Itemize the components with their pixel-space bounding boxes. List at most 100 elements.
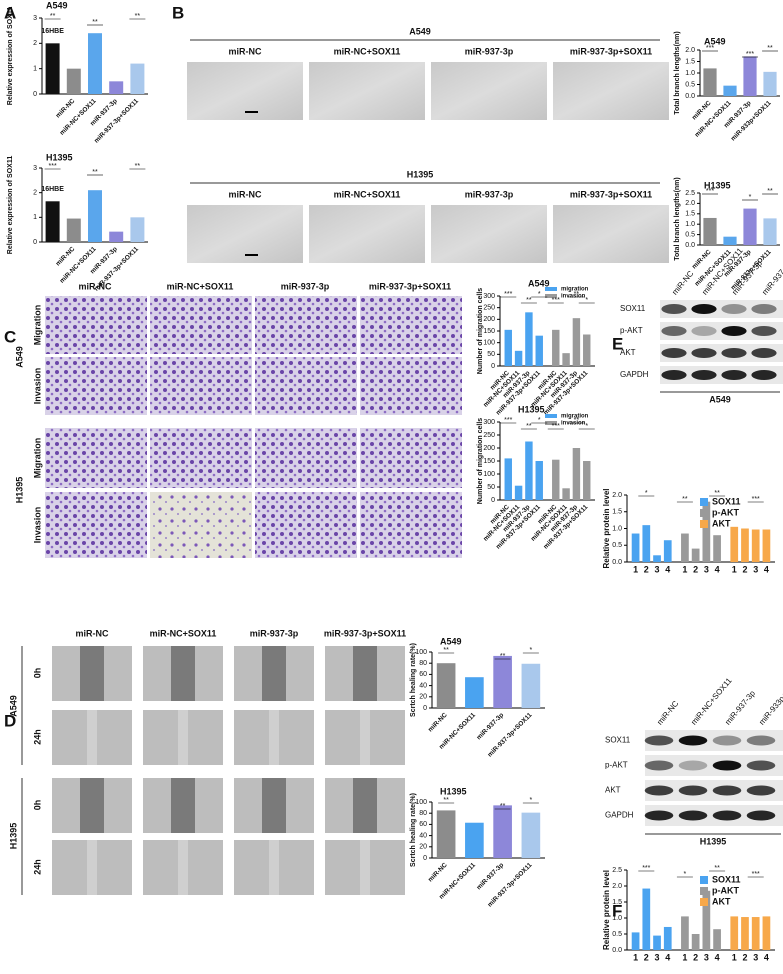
legend-swatch bbox=[545, 287, 557, 291]
protein-label: AKT bbox=[605, 786, 621, 795]
y-tick-label: 20 bbox=[419, 844, 427, 851]
bar bbox=[751, 917, 760, 950]
protein-label: SOX11 bbox=[620, 304, 646, 313]
blot-band bbox=[691, 348, 717, 358]
transwell-image bbox=[360, 492, 462, 558]
significance: * bbox=[530, 647, 533, 654]
significance: * bbox=[645, 490, 648, 497]
bar bbox=[493, 655, 512, 708]
column-label: miR-937-3p+SOX11 bbox=[369, 281, 451, 291]
bar bbox=[743, 56, 757, 96]
blot-band bbox=[721, 370, 747, 380]
significance: * bbox=[585, 297, 588, 304]
tube-image bbox=[431, 62, 547, 120]
column-label: miR-NC bbox=[76, 628, 109, 638]
bar bbox=[436, 810, 456, 858]
x-tick-label: miR-937-3p bbox=[476, 712, 506, 742]
transwell-image bbox=[255, 492, 357, 558]
blot-band bbox=[678, 760, 708, 771]
transwell-image bbox=[150, 492, 252, 558]
y-tick-label: 60 bbox=[419, 821, 427, 828]
chart-title: A549 bbox=[704, 36, 726, 46]
bar bbox=[642, 888, 651, 950]
wound-gap bbox=[178, 710, 188, 765]
bar bbox=[562, 488, 570, 500]
x-tick-label: 3 bbox=[753, 564, 758, 574]
bar bbox=[504, 329, 512, 366]
y-tick-label: 2.0 bbox=[685, 200, 695, 207]
blot-band bbox=[644, 785, 674, 796]
bar bbox=[45, 43, 60, 94]
protein-label: p-AKT bbox=[620, 326, 643, 335]
legend-swatch bbox=[700, 887, 708, 895]
significance: *** bbox=[752, 871, 760, 878]
legend-swatch bbox=[545, 294, 557, 298]
wound-gap bbox=[178, 840, 188, 895]
time-label: 24h bbox=[32, 729, 42, 745]
panel-letter: F bbox=[612, 901, 622, 920]
bar bbox=[741, 917, 749, 950]
transwell-image bbox=[45, 492, 147, 558]
bar bbox=[681, 533, 689, 562]
significance: * bbox=[530, 797, 533, 804]
bar bbox=[521, 663, 541, 708]
group-label: H1395 bbox=[14, 477, 24, 504]
y-tick-label: 150 bbox=[483, 458, 495, 465]
bar bbox=[663, 926, 672, 950]
blot-band bbox=[712, 735, 742, 746]
y-axis-label: Total branch lengths(nm) bbox=[674, 31, 681, 114]
x-tick-label: 1 bbox=[732, 952, 737, 962]
bar bbox=[702, 501, 711, 562]
blot-strip bbox=[645, 730, 783, 751]
y-tick-label: 300 bbox=[483, 293, 495, 300]
bar bbox=[535, 335, 543, 366]
bar bbox=[653, 555, 661, 562]
y-tick-label: 2 bbox=[33, 40, 37, 47]
y-tick-label: 300 bbox=[483, 419, 495, 426]
bar bbox=[730, 526, 739, 562]
y-tick-label: 1.0 bbox=[612, 525, 622, 532]
x-tick-label: miR-NC bbox=[427, 861, 449, 883]
blot-band bbox=[644, 760, 674, 771]
y-tick-label: 0 bbox=[423, 705, 427, 712]
bar bbox=[88, 190, 102, 242]
group-label: A549 bbox=[8, 695, 18, 717]
group-label: A549 bbox=[14, 346, 24, 368]
y-tick-label: 2.0 bbox=[612, 492, 622, 499]
x-tick-label: 4 bbox=[764, 952, 769, 962]
tube-image bbox=[309, 62, 425, 120]
significance: ** bbox=[574, 291, 580, 298]
x-tick-label: 2 bbox=[644, 952, 649, 962]
legend-swatch bbox=[700, 520, 708, 528]
y-tick-label: 0.0 bbox=[685, 242, 695, 249]
y-tick-label: 0 bbox=[33, 239, 37, 246]
significance: ** bbox=[443, 647, 449, 654]
bar bbox=[583, 334, 591, 366]
y-tick-label: 0.0 bbox=[612, 947, 622, 954]
y-tick-label: 150 bbox=[483, 328, 495, 335]
chart-title: A549 bbox=[528, 278, 550, 288]
column-label: miR-NC bbox=[79, 281, 112, 291]
significance: ** bbox=[92, 169, 98, 176]
y-tick-label: 250 bbox=[483, 305, 495, 312]
y-tick-label: 2 bbox=[33, 190, 37, 197]
panel-letter: D bbox=[4, 711, 16, 730]
protein-label: p-AKT bbox=[605, 761, 628, 770]
column-label: miR-NC+SOX11 bbox=[334, 189, 401, 199]
bar bbox=[631, 932, 640, 950]
bar bbox=[552, 459, 560, 500]
bar bbox=[525, 312, 533, 366]
blot-band bbox=[721, 304, 747, 314]
protein-label: GAPDH bbox=[605, 811, 634, 820]
cell-label: H1395 bbox=[700, 836, 727, 846]
blot-band bbox=[751, 326, 777, 336]
x-tick-label: 4 bbox=[715, 952, 720, 962]
y-tick-label: 0.5 bbox=[612, 542, 622, 549]
tube-image bbox=[309, 205, 425, 263]
y-tick-label: 0.0 bbox=[685, 93, 695, 100]
bar bbox=[504, 458, 512, 500]
significance: *** bbox=[706, 188, 714, 195]
blot-band bbox=[721, 348, 747, 358]
bar bbox=[583, 461, 591, 500]
cell-label: A549 bbox=[709, 394, 731, 404]
